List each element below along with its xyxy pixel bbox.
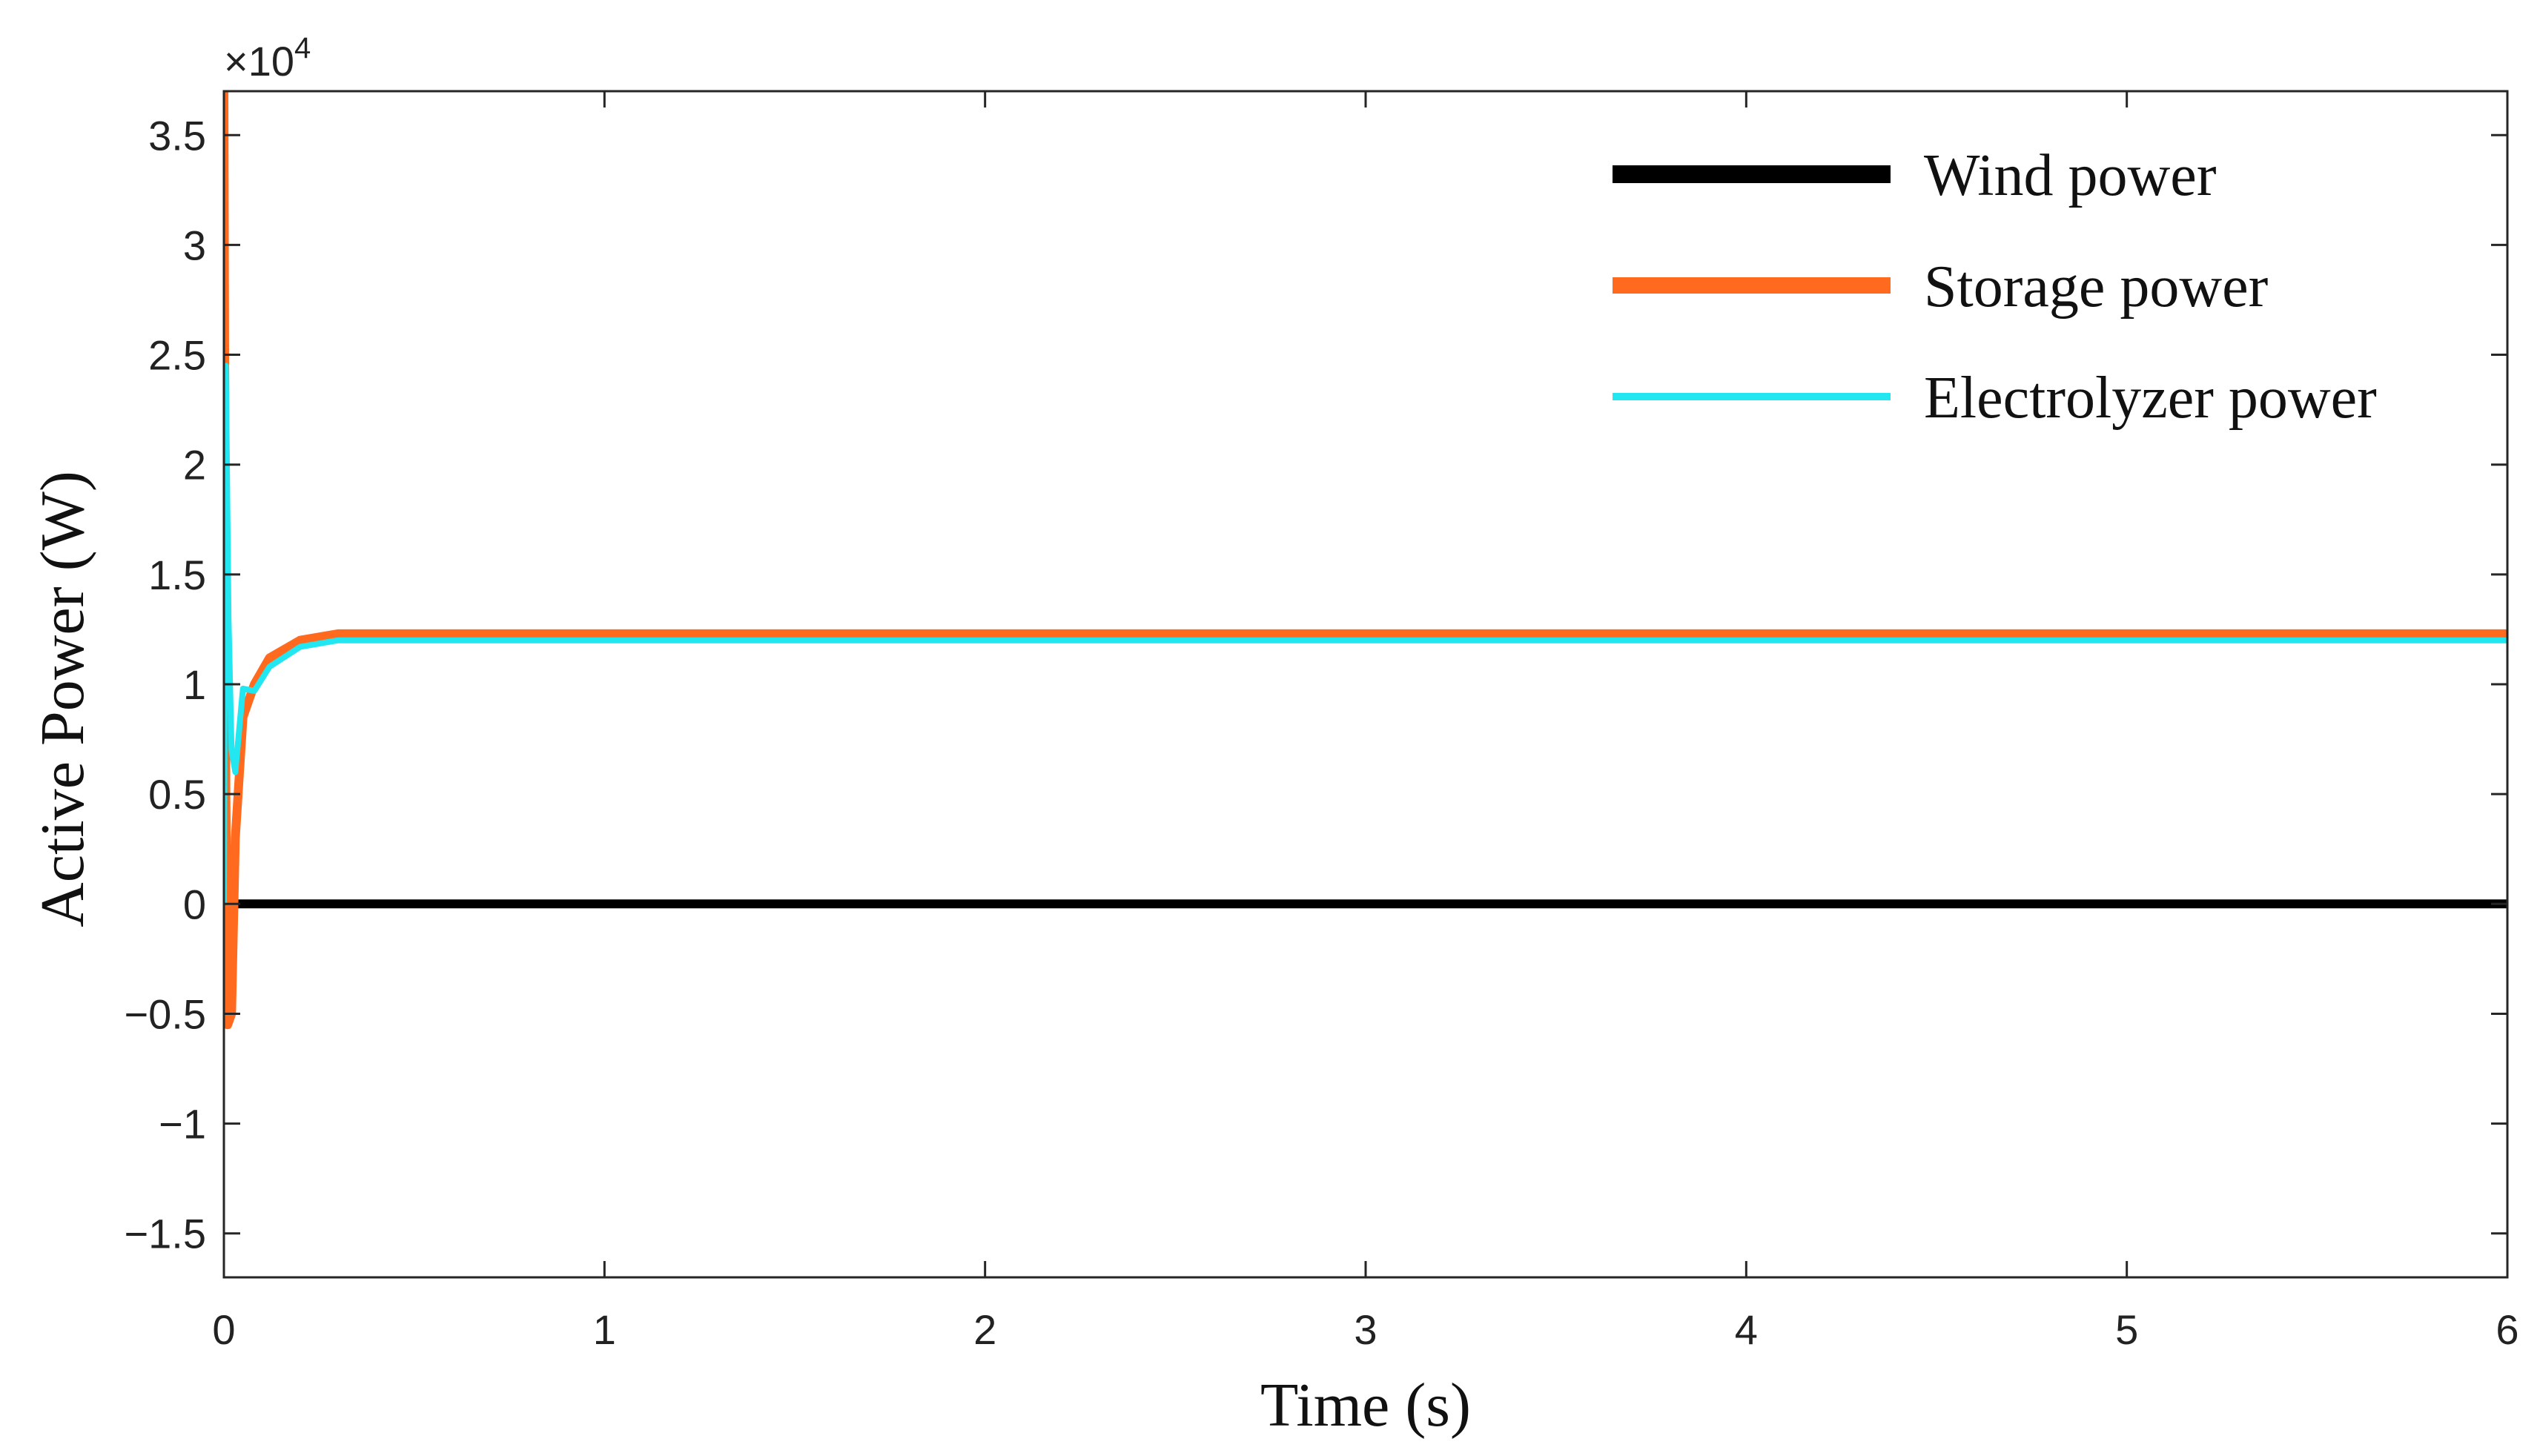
y-tick-label: 0.5 <box>148 771 206 818</box>
legend-label-3: Electrolyzer power <box>1924 365 2377 431</box>
y-tick-label: 3.5 <box>148 112 206 159</box>
y-tick-label: 3 <box>183 222 206 268</box>
legend-label-1: Wind power <box>1924 143 2216 208</box>
series-line-2 <box>224 91 2507 1030</box>
y-tick-label: 1.5 <box>148 552 206 598</box>
y-tick-label: 2.5 <box>148 332 206 379</box>
y-tick-label: −1 <box>159 1101 206 1148</box>
y-axis-multiplier: ×104 <box>224 32 311 85</box>
x-tick-label: 6 <box>2496 1306 2518 1353</box>
x-tick-label: 5 <box>2115 1306 2138 1353</box>
x-tick-label: 4 <box>1735 1306 1758 1353</box>
x-tick-label: 0 <box>212 1306 235 1353</box>
legend: Wind power Storage power Electrolyzer powe… <box>1613 143 2377 431</box>
x-tick-label: 2 <box>973 1306 996 1353</box>
x-axis-label: Time (s) <box>1260 1371 1471 1440</box>
y-axis-multiplier-exponent: 4 <box>294 32 311 64</box>
series-line-3 <box>224 363 2507 904</box>
y-tick-label: −0.5 <box>124 990 206 1037</box>
x-tick-label: 1 <box>593 1306 616 1353</box>
tick-layer: 0 1 2 3 4 5 6 −1.5 −1 −0.5 0 0.5 1 1.5 2 2.5 3 3.5 <box>124 91 2519 1353</box>
y-tick-label: 2 <box>183 442 206 489</box>
y-axis-multiplier-base: ×10 <box>224 38 294 85</box>
legend-label-2: Storage power <box>1924 254 2268 320</box>
y-axis-label: Active Power (W) <box>28 471 97 927</box>
y-tick-label: −1.5 <box>124 1211 206 1257</box>
y-tick-label: 0 <box>183 881 206 927</box>
y-tick-label: 1 <box>183 661 206 708</box>
x-tick-label: 3 <box>1354 1306 1377 1353</box>
